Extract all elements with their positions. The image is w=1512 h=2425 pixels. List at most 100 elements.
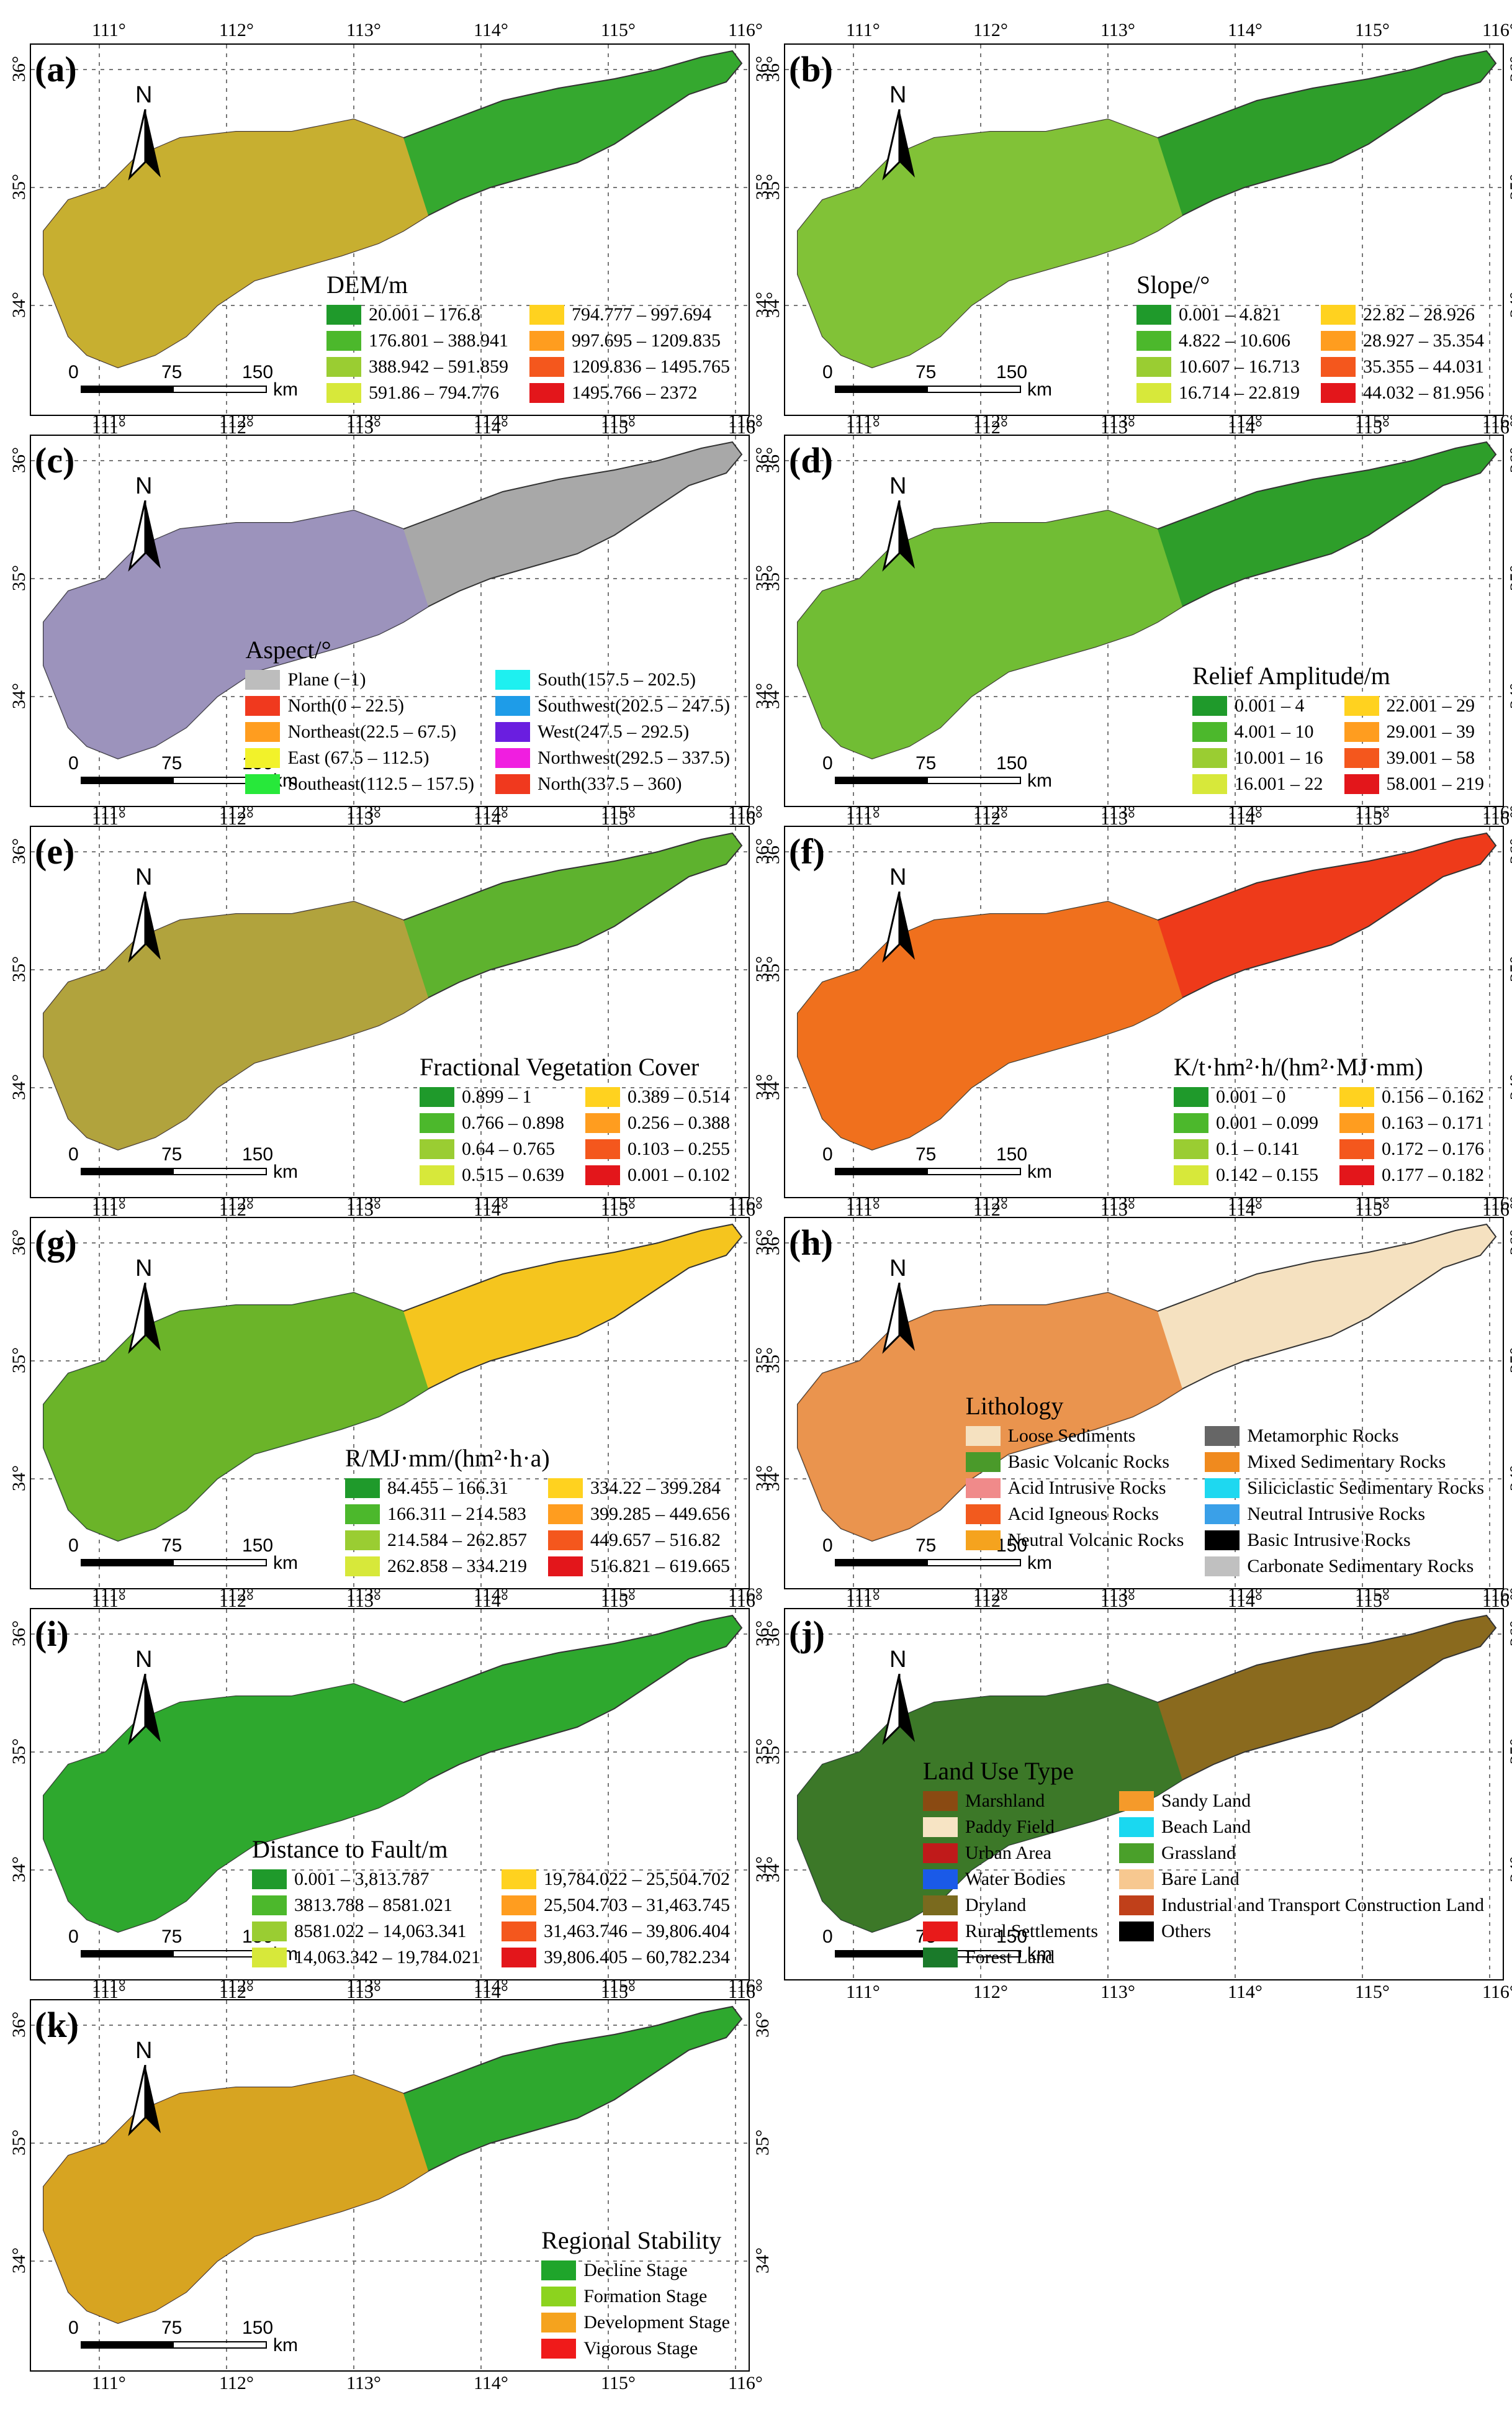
legend-text: 4.001 – 10 [1235, 721, 1314, 742]
legend-text: Vigorous Stage [583, 2338, 698, 2359]
legend-swatch [1119, 1869, 1154, 1889]
legend-swatch [965, 1530, 1001, 1550]
north-label: N [889, 864, 907, 890]
longitude-label: 114° [1228, 1193, 1262, 1214]
legend-text: Formation Stage [583, 2286, 708, 2306]
legend-item: 0.001 – 0.102 [585, 1165, 730, 1186]
longitude-label: 111° [92, 1591, 126, 1611]
legend-title: Regional Stability [541, 2226, 722, 2254]
longitude-label: 111° [92, 20, 126, 40]
longitude-label: 112° [219, 1199, 254, 1220]
legend-swatch [1174, 1165, 1208, 1185]
legend-text: 28.927 – 35.354 [1363, 330, 1484, 351]
longitude-label: 114° [474, 808, 508, 829]
longitude-label: 115° [1355, 808, 1390, 829]
legend-title: Land Use Type [922, 1757, 1074, 1785]
scale-mid: 75 [161, 1144, 182, 1165]
north-arrow-icon [128, 2065, 161, 2136]
legend-swatch [965, 1452, 1001, 1472]
legend-text: Dryland [965, 1895, 1027, 1915]
longitude-label: 116° [728, 1976, 763, 1996]
longitude-label: 116° [728, 1591, 763, 1611]
latitude-label: 34° [1506, 1074, 1512, 1100]
longitude-label: 113° [346, 1193, 381, 1214]
legend-item: Urban Area [922, 1843, 1098, 1864]
scale-end: 150 [996, 1926, 1028, 1947]
longitude-label: 111° [846, 1982, 880, 2002]
longitude-label: 116° [728, 1982, 763, 2002]
legend-item: Marshland [922, 1791, 1098, 1812]
legend-text: 19,784.022 – 25,504.702 [544, 1869, 730, 1889]
legend-text: Paddy Field [965, 1817, 1055, 1837]
legend-swatch [922, 1895, 958, 1915]
legend-item: 0.001 – 4.821 [1136, 304, 1300, 325]
legend-item: Beach Land [1119, 1817, 1484, 1838]
legend-item: 449.657 – 516.82 [548, 1530, 730, 1551]
legend-text: Metamorphic Rocks [1247, 1425, 1399, 1446]
legend-column: 84.455 – 166.31 166.311 – 214.583 214.584 … [345, 1478, 527, 1577]
scale-bar-fill [82, 778, 174, 783]
map-panel: (e) N 0 75 150 km Fractional Vegetation Cover 0… [30, 826, 750, 1198]
legend-text: Grassland [1161, 1843, 1236, 1863]
legend-column: Metamorphic Rocks Mixed Sedimentary Rocks… [1205, 1425, 1484, 1577]
north-label: N [135, 1646, 153, 1673]
longitude-label: 115° [1355, 411, 1390, 431]
north-arrow-icon [882, 1283, 915, 1354]
north-arrow: N [124, 473, 168, 572]
longitude-label: 111° [846, 1591, 880, 1611]
longitude-label: 113° [1100, 808, 1135, 829]
legend-swatch [585, 1087, 620, 1107]
longitude-label: 115° [1355, 1193, 1390, 1214]
latitude-label: 36° [1506, 1620, 1512, 1646]
legend-item: Development Stage [541, 2312, 730, 2333]
legend-item: Forest Land [922, 1947, 1098, 1968]
legend-swatch [1119, 1895, 1154, 1915]
legend-swatch [1321, 331, 1356, 351]
scale-unit: km [1027, 770, 1052, 791]
legend-item: 3813.788 – 8581.021 [252, 1895, 480, 1916]
region-west-shade [798, 510, 1182, 759]
longitude-label: 112° [973, 1584, 1008, 1605]
legend-text: Northeast(22.5 – 67.5) [287, 721, 457, 742]
longitude-label: 116° [728, 2373, 763, 2393]
panel-label: (i) [35, 1614, 69, 1654]
map-panel: (d) N 0 75 150 km Relief Amplitude/m 0.001 – 4 4… [784, 435, 1504, 807]
longitude-label: 116° [1482, 1591, 1512, 1611]
scale-end: 150 [242, 1144, 274, 1165]
longitude-label: 111° [92, 1584, 126, 1605]
legend-text: Acid Igneous Rocks [1007, 1504, 1159, 1524]
scale-unit: km [273, 1553, 298, 1573]
scale-bar-fill [82, 1951, 174, 1956]
legend-item: Grassland [1119, 1843, 1484, 1864]
panel-label: (c) [35, 440, 75, 481]
latitude-label: 36° [1506, 56, 1512, 82]
legend-swatch [345, 1478, 380, 1498]
legend-swatch [245, 696, 281, 716]
legend-item: 0.899 – 1 [420, 1086, 564, 1108]
longitude-label: 114° [1228, 1982, 1262, 2002]
latitude-label: 35° [9, 1347, 29, 1373]
longitude-label: 112° [219, 1982, 254, 2002]
legend-swatch [1205, 1504, 1240, 1524]
legend-column: 0.001 – 3,813.787 3813.788 – 8581.021 8581… [252, 1869, 480, 1968]
longitude-label: 115° [1355, 1591, 1390, 1611]
legend-text: 0.515 – 0.639 [462, 1165, 564, 1185]
legend-item: Decline Stage [541, 2260, 730, 2281]
scale-bar-graphic [81, 2341, 267, 2349]
legend-item: 0.163 – 0.171 [1339, 1113, 1484, 1134]
longitude-label: 114° [474, 20, 508, 40]
legend-item: North(337.5 – 360) [495, 774, 730, 795]
legend-swatch [1119, 1843, 1154, 1863]
legend-swatch [1321, 357, 1356, 377]
legend-swatch [1192, 696, 1227, 716]
legend-text: Rural Settlements [965, 1921, 1099, 1941]
legend-text: 16.001 – 22 [1235, 774, 1323, 794]
legend-swatch [1344, 722, 1379, 742]
longitude-label: 114° [1228, 1591, 1262, 1611]
scale-zero: 0 [822, 1535, 833, 1556]
legend-text: 0.001 – 3,813.787 [294, 1869, 430, 1889]
legend-swatch [326, 383, 361, 403]
longitude-label: 114° [1228, 1199, 1262, 1220]
longitude-label: 116° [1482, 417, 1512, 438]
